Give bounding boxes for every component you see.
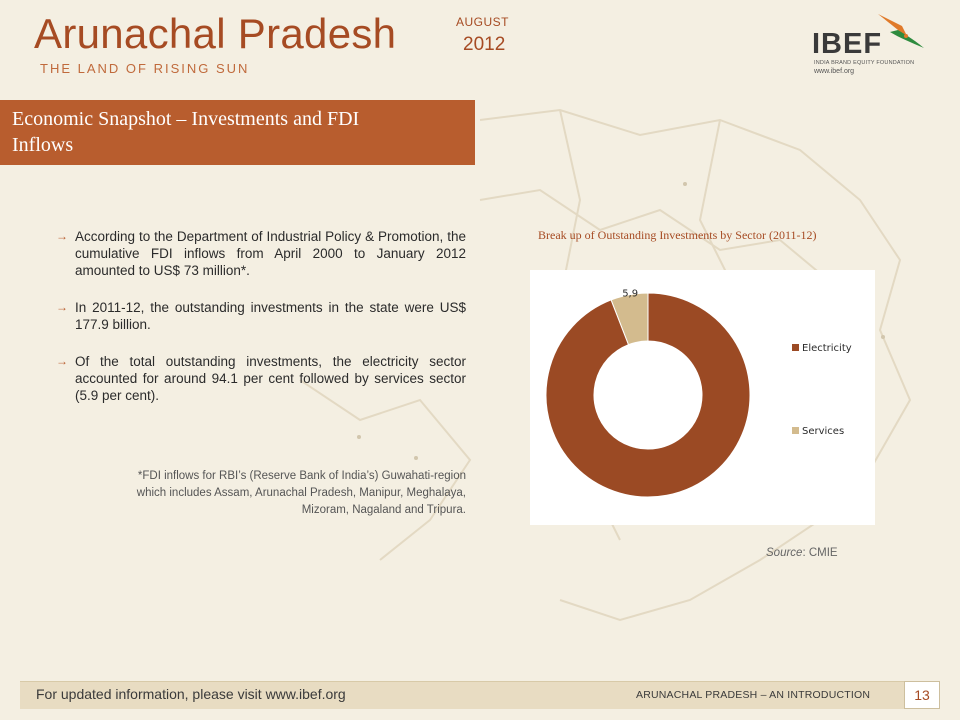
page-number: 13 [904,681,940,709]
date-month: AUGUST [456,15,510,29]
data-label-services: 5,9 [622,288,638,299]
bullet-text: In 2011-12, the outstanding investments … [75,300,466,332]
section-banner: Economic Snapshot – Investments and FDI … [0,100,475,165]
source-note: Source: CMIE [766,547,838,559]
arrow-right-icon: → [56,300,68,314]
source-label: Source [766,547,803,559]
legend-swatch-services [792,427,799,434]
page-title: Arunachal Pradesh [34,10,397,57]
donut-chart: 5,9 94,1 Electricity Services [545,288,852,509]
bird-logo-icon [878,14,924,48]
ibef-logo: IBEF INDIA BRAND EQUITY FOUNDATION www.i… [812,8,932,80]
footer-section-title: ARUNACHAL PRADESH – AN INTRODUCTION [636,689,871,701]
logo-tagline: INDIA BRAND EQUITY FOUNDATION [814,60,915,66]
arrow-right-icon: → [56,354,68,368]
logo-url: www.ibef.org [814,68,855,75]
bullet-text: According to the Department of Industria… [75,229,466,278]
page-subtitle: THE LAND OF RISING SUN [40,61,250,76]
chart-title: Break up of Outstanding Investments by S… [538,228,817,242]
banner-line-2: Inflows [12,134,74,156]
banner-line-1: Economic Snapshot – Investments and FDI [12,108,360,130]
source-text: : CMIE [802,547,838,559]
slice-electricity [545,292,751,498]
bullet-list: → According to the Department of Industr… [56,228,466,424]
bullet-item: → Of the total outstanding investments, … [56,353,466,404]
date-year: 2012 [463,34,506,55]
bullet-text: Of the total outstanding investments, th… [75,354,466,403]
legend-label-services: Services [802,426,844,437]
logo-name: IBEF [812,28,883,60]
arrow-right-icon: → [56,229,68,243]
bullet-item: → In 2011-12, the outstanding investment… [56,299,466,333]
bullet-item: → According to the Department of Industr… [56,228,466,279]
footnote: *FDI inflows for RBI’s (Reserve Bank of … [136,470,466,516]
chart-area: 5,9 94,1 Electricity Services [530,270,875,525]
footer-bar [20,681,920,709]
footer-link-text[interactable]: For updated information, please visit ww… [36,686,346,702]
legend-swatch-electricity [792,344,799,351]
legend-label-electricity: Electricity [802,343,852,354]
data-label-electricity: 94,1 [652,498,674,509]
